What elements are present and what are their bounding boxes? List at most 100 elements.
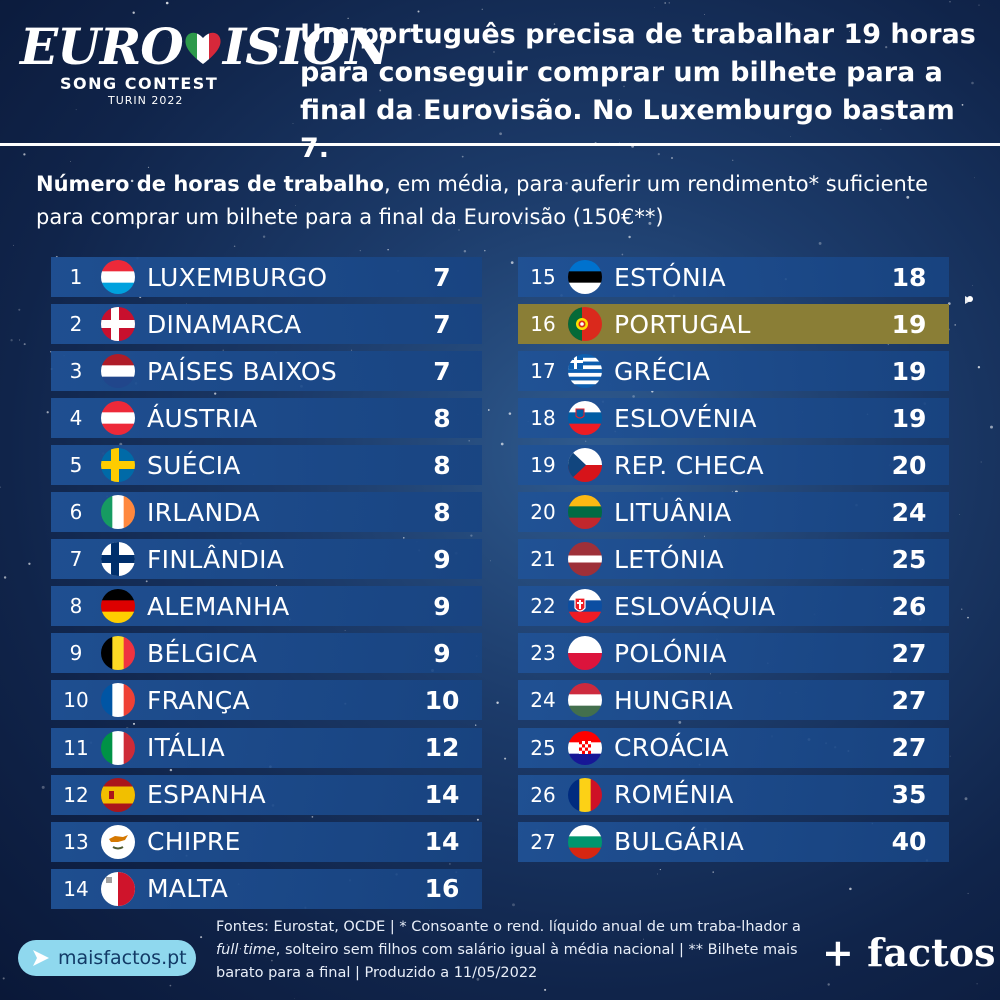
rank-number: 12 <box>63 782 89 807</box>
hours-value: 18 <box>891 262 927 292</box>
hours-value: 27 <box>891 638 927 668</box>
slovakia-flag-icon <box>568 589 602 624</box>
country-name: LETÓNIA <box>614 544 724 574</box>
portugal-flag-icon <box>568 307 602 342</box>
country-name: SUÉCIA <box>147 450 241 480</box>
hours-value: 8 <box>433 403 451 433</box>
austria-flag-icon <box>101 401 135 436</box>
rank-number: 1 <box>69 265 83 289</box>
czechia-flag-icon <box>568 448 602 483</box>
country-name: ROMÉNIA <box>614 780 734 810</box>
rank-number: 2 <box>69 312 83 337</box>
country-name: ALEMANHA <box>147 591 290 621</box>
brand-logo: + factos <box>822 930 996 975</box>
table-row: 18 ESLOVÉNIA 19 <box>518 398 949 439</box>
table-row: 12 ESPANHA 14 <box>51 774 482 815</box>
rank-number: 26 <box>530 782 556 807</box>
country-name: MALTA <box>147 874 229 904</box>
country-name: ESTÓNIA <box>614 262 726 292</box>
rank-number: 20 <box>530 500 556 525</box>
table-row: 27 BULGÁRIA 40 <box>518 821 949 862</box>
country-name: REP. CHECA <box>614 450 764 480</box>
hours-value: 19 <box>891 309 927 339</box>
rank-number: 15 <box>530 265 556 289</box>
table-row: 22 ESLOVÁQUIA 26 <box>518 586 949 627</box>
logo-line-song-contest: SONG CONTEST <box>60 74 219 93</box>
belgium-flag-icon <box>101 636 135 671</box>
country-name: PAÍSES BAIXOS <box>147 356 338 386</box>
country-name: CHIPRE <box>147 827 241 857</box>
hours-value: 7 <box>433 262 451 292</box>
table-row: 3 PAÍSES BAIXOS 7 <box>51 351 482 392</box>
table-row: 6 IRLANDA 8 <box>51 492 482 533</box>
table-row: 9 BÉLGICA 9 <box>51 633 482 674</box>
country-name: HUNGRIA <box>614 685 734 715</box>
rank-number: 18 <box>530 406 556 431</box>
subtitle-bold: Número de horas de trabalho <box>36 172 384 196</box>
netherlands-flag-icon <box>101 354 135 389</box>
country-name: DINAMARCA <box>147 309 302 339</box>
table-row: 10 FRANÇA 10 <box>51 680 482 721</box>
rank-number: 17 <box>530 359 556 384</box>
rank-number: 5 <box>69 453 83 478</box>
estonia-flag-icon <box>568 260 602 294</box>
rank-number: 8 <box>69 594 83 619</box>
table-row: 13 CHIPRE 14 <box>51 821 482 862</box>
poland-flag-icon <box>568 636 602 671</box>
table-row: 16 PORTUGAL 19 <box>518 304 949 345</box>
table-row: 23 POLÓNIA 27 <box>518 633 949 674</box>
bulgaria-flag-icon <box>568 824 602 859</box>
hours-value: 27 <box>891 685 927 715</box>
hours-value: 16 <box>424 874 460 904</box>
subtitle-rest: , em média, para auferir um rendimento* … <box>36 172 928 229</box>
hours-value: 9 <box>433 544 451 574</box>
table-row: 14 MALTA 16 <box>51 868 482 909</box>
country-name: ESLOVÉNIA <box>614 403 757 433</box>
logo-line-turin: TURIN 2022 <box>108 94 184 107</box>
sweden-flag-icon <box>101 448 135 483</box>
footer-part1: Fontes: Eurostat, OCDE | * Consoante o r… <box>216 919 801 935</box>
rank-number: 25 <box>530 735 556 760</box>
heart-icon <box>185 32 221 65</box>
eurovision-logo: EURO ISION SONG CONTEST TURIN 2022 <box>20 22 391 127</box>
rank-number: 14 <box>63 876 89 901</box>
country-name: ESLOVÁQUIA <box>614 591 776 621</box>
table-row: 20 LITUÂNIA 24 <box>518 492 949 533</box>
hours-value: 8 <box>433 450 451 480</box>
hungary-flag-icon <box>568 683 602 718</box>
country-name: POLÓNIA <box>614 638 727 668</box>
country-name: FRANÇA <box>147 685 250 715</box>
hours-value: 8 <box>433 497 451 527</box>
table-row: 26 ROMÉNIA 35 <box>518 774 949 815</box>
table-row: 7 FINLÂNDIA 9 <box>51 539 482 580</box>
rank-number: 22 <box>530 594 556 619</box>
slovenia-flag-icon <box>568 401 602 436</box>
rank-number: 4 <box>69 406 83 431</box>
country-name: FINLÂNDIA <box>147 544 285 574</box>
site-label: maisfactos.pt <box>58 947 187 969</box>
rank-number: 16 <box>530 312 556 337</box>
country-name: LUXEMBURGO <box>147 262 328 292</box>
france-flag-icon <box>101 683 135 718</box>
lithuania-flag-icon <box>568 495 602 530</box>
rank-number: 19 <box>530 453 556 478</box>
footer-italic: full time <box>216 942 276 958</box>
site-link[interactable]: maisfactos.pt <box>18 940 196 976</box>
rank-number: 10 <box>63 688 89 713</box>
hours-value: 26 <box>891 591 927 621</box>
hours-value: 25 <box>891 544 927 574</box>
hours-value: 35 <box>891 780 927 810</box>
latvia-flag-icon <box>568 542 602 577</box>
hours-value: 40 <box>891 827 927 857</box>
hours-value: 14 <box>424 780 460 810</box>
luxembourg-flag-icon <box>101 260 135 294</box>
rank-number: 13 <box>63 829 89 854</box>
table-row: 8 ALEMANHA 9 <box>51 586 482 627</box>
table-row: 21 LETÓNIA 25 <box>518 539 949 580</box>
hours-value: 7 <box>433 356 451 386</box>
rank-number: 6 <box>69 500 83 525</box>
logo-word-right: ISION <box>222 17 391 76</box>
rank-number: 11 <box>63 735 89 760</box>
subtitle: Número de horas de trabalho, em média, p… <box>36 168 976 234</box>
hours-value: 9 <box>433 591 451 621</box>
